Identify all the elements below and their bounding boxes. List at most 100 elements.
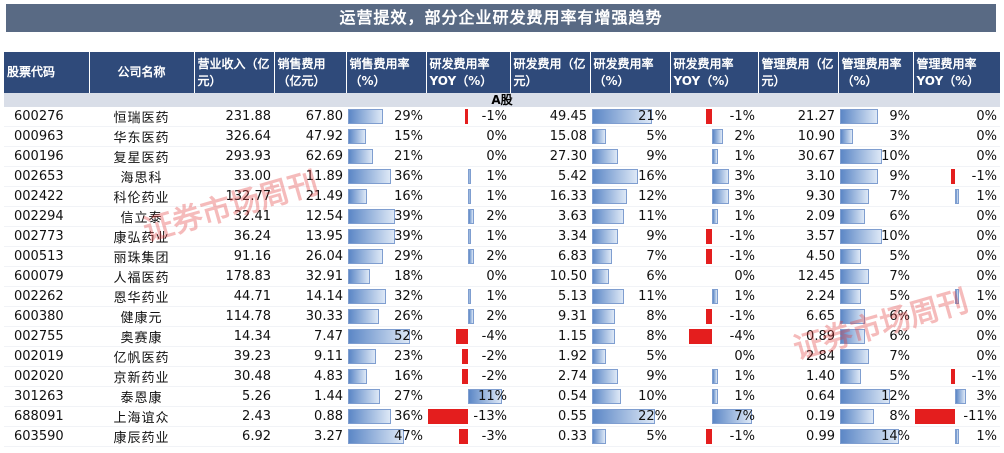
mgmt-expense: 2.24 xyxy=(758,286,838,307)
header-sales-expense: 销售费用（亿元） xyxy=(274,52,347,93)
rd-rate-yoy: 0% xyxy=(670,266,758,287)
header-rd-rate-yoy-a: 研发费用率YOY（%） xyxy=(426,52,511,93)
sales-expense-rate-bar xyxy=(348,109,383,124)
sales-expense: 4.83 xyxy=(274,366,346,387)
table-row: 002422 科伦药业 132.77 21.49 16% 1% 16.33 12% 3% 9.30… xyxy=(4,186,1000,207)
header-rd-expense: 研发费用（亿元） xyxy=(510,52,591,93)
rd-rate-yoy: 2% xyxy=(670,126,758,147)
section-label: A股 xyxy=(4,93,1000,107)
rd-expense-rate-value: 6% xyxy=(646,269,667,284)
rd-rate-yoy-bar xyxy=(712,369,718,384)
sales-expense-rate-bar xyxy=(348,309,380,324)
sales-rate-yoy-value: -1% xyxy=(481,109,507,124)
sales-expense-rate-value: 36% xyxy=(394,169,423,184)
sales-rate-yoy: 2% xyxy=(426,206,510,227)
mgmt-expense-rate-bar xyxy=(840,309,866,324)
sales-expense: 32.91 xyxy=(274,266,346,287)
rd-rate-yoy-value: -1% xyxy=(729,229,755,244)
mgmt-expense-rate: 5% xyxy=(838,246,913,267)
sales-rate-yoy: -2% xyxy=(426,366,510,387)
mgmt-expense-rate-bar xyxy=(840,349,870,364)
rd-rate-yoy-value: 3% xyxy=(734,169,755,184)
rd-rate-yoy-value: -1% xyxy=(729,309,755,324)
sales-rate-yoy: 1% xyxy=(426,286,510,307)
rd-expense: 3.34 xyxy=(510,226,590,247)
rd-rate-yoy-bar xyxy=(706,109,712,124)
rd-rate-yoy: 1% xyxy=(670,366,758,387)
rd-expense-rate: 9% xyxy=(590,146,670,167)
mgmt-rate-yoy: 0% xyxy=(913,326,1000,347)
rd-expense-rate-bar xyxy=(592,329,616,344)
mgmt-rate-yoy: -11% xyxy=(913,406,1000,427)
company-name: 人福医药 xyxy=(89,266,194,287)
company-name: 康辰药业 xyxy=(89,426,194,447)
sales-expense-rate-bar xyxy=(348,349,376,364)
sales-rate-yoy: 2% xyxy=(426,246,510,267)
rd-expense-rate-value: 9% xyxy=(646,149,667,164)
revenue: 326.64 xyxy=(194,126,274,147)
stock-code: 002019 xyxy=(4,346,89,367)
rd-rate-yoy-bar xyxy=(712,389,718,404)
mgmt-expense-rate-bar xyxy=(840,149,882,164)
rd-expense-rate-value: 10% xyxy=(638,389,667,404)
sales-expense-rate: 16% xyxy=(346,366,426,387)
header-stock-code: 股票代码 xyxy=(4,52,90,93)
sales-expense-rate-value: 16% xyxy=(394,189,423,204)
mgmt-expense-rate-value: 8% xyxy=(889,409,910,424)
sales-rate-yoy: -3% xyxy=(426,426,510,447)
rd-expense-rate-bar xyxy=(592,309,616,324)
sales-expense-rate: 36% xyxy=(346,406,426,427)
mgmt-expense: 12.45 xyxy=(758,266,838,287)
sales-rate-yoy-bar xyxy=(461,369,468,384)
mgmt-rate-yoy-bar xyxy=(955,389,966,404)
rd-expense-rate-bar xyxy=(592,189,627,204)
sales-expense: 11.89 xyxy=(274,166,346,187)
rd-expense: 1.92 xyxy=(510,346,590,367)
sales-expense-rate-value: 32% xyxy=(394,289,423,304)
mgmt-expense: 4.50 xyxy=(758,246,838,267)
sales-rate-yoy-bar xyxy=(468,169,472,184)
sales-rate-yoy-value: -2% xyxy=(481,369,507,384)
mgmt-rate-yoy: 0% xyxy=(913,146,1000,167)
company-name: 信立泰 xyxy=(89,206,194,227)
rd-expense-rate: 22% xyxy=(590,406,670,427)
sales-expense: 7.47 xyxy=(274,326,346,347)
rd-expense-rate-value: 5% xyxy=(646,429,667,444)
mgmt-rate-yoy-value: -11% xyxy=(963,409,997,424)
rd-expense: 5.13 xyxy=(510,286,590,307)
company-name: 丽珠集团 xyxy=(89,246,194,267)
rd-rate-yoy-value: -1% xyxy=(729,249,755,264)
rd-rate-yoy-bar xyxy=(706,309,712,324)
stock-code: 301263 xyxy=(4,386,89,407)
sales-rate-yoy-value: 1% xyxy=(486,189,507,204)
rd-expense: 0.55 xyxy=(510,406,590,427)
mgmt-expense-rate-value: 14% xyxy=(881,429,910,444)
rd-expense-rate: 10% xyxy=(590,386,670,407)
rd-expense: 1.15 xyxy=(510,326,590,347)
rd-rate-yoy-value: 3% xyxy=(734,189,755,204)
table-row: 002019 亿帆医药 39.23 9.11 23% -2% 1.92 5% 0% 2.84 7% 0… xyxy=(4,346,1000,367)
sales-expense-rate-bar xyxy=(348,249,383,264)
sales-rate-yoy-value: -13% xyxy=(473,409,507,424)
table-row: 600079 人福医药 178.83 32.91 18% 0% 10.50 6% 0% 12.45… xyxy=(4,266,1000,287)
rd-rate-yoy: 1% xyxy=(670,146,758,167)
revenue: 33.00 xyxy=(194,166,274,187)
rd-rate-yoy: 1% xyxy=(670,386,758,407)
sales-rate-yoy-value: 0% xyxy=(486,129,507,144)
table-row: 002653 海思科 33.00 11.89 36% 1% 5.42 16% 3% 3.10 9% -… xyxy=(4,166,1000,187)
rd-expense-rate-bar xyxy=(592,429,607,444)
table-row: 688091 上海谊众 2.43 0.88 36% -13% 0.55 22% 7% 0.19 8%… xyxy=(4,406,1000,427)
mgmt-expense-rate-bar xyxy=(840,329,866,344)
mgmt-expense-rate-bar xyxy=(840,189,870,204)
sales-rate-yoy-bar xyxy=(468,209,475,224)
revenue: 132.77 xyxy=(194,186,274,207)
rd-rate-yoy: -4% xyxy=(670,326,758,347)
stock-code: 000513 xyxy=(4,246,89,267)
rd-rate-yoy: 3% xyxy=(670,186,758,207)
rd-expense-rate: 5% xyxy=(590,426,670,447)
company-name: 科伦药业 xyxy=(89,186,194,207)
sales-expense-rate: 27% xyxy=(346,386,426,407)
rd-expense-rate: 7% xyxy=(590,246,670,267)
sales-rate-yoy-value: 0% xyxy=(486,269,507,284)
rd-expense-rate-bar xyxy=(592,289,624,304)
